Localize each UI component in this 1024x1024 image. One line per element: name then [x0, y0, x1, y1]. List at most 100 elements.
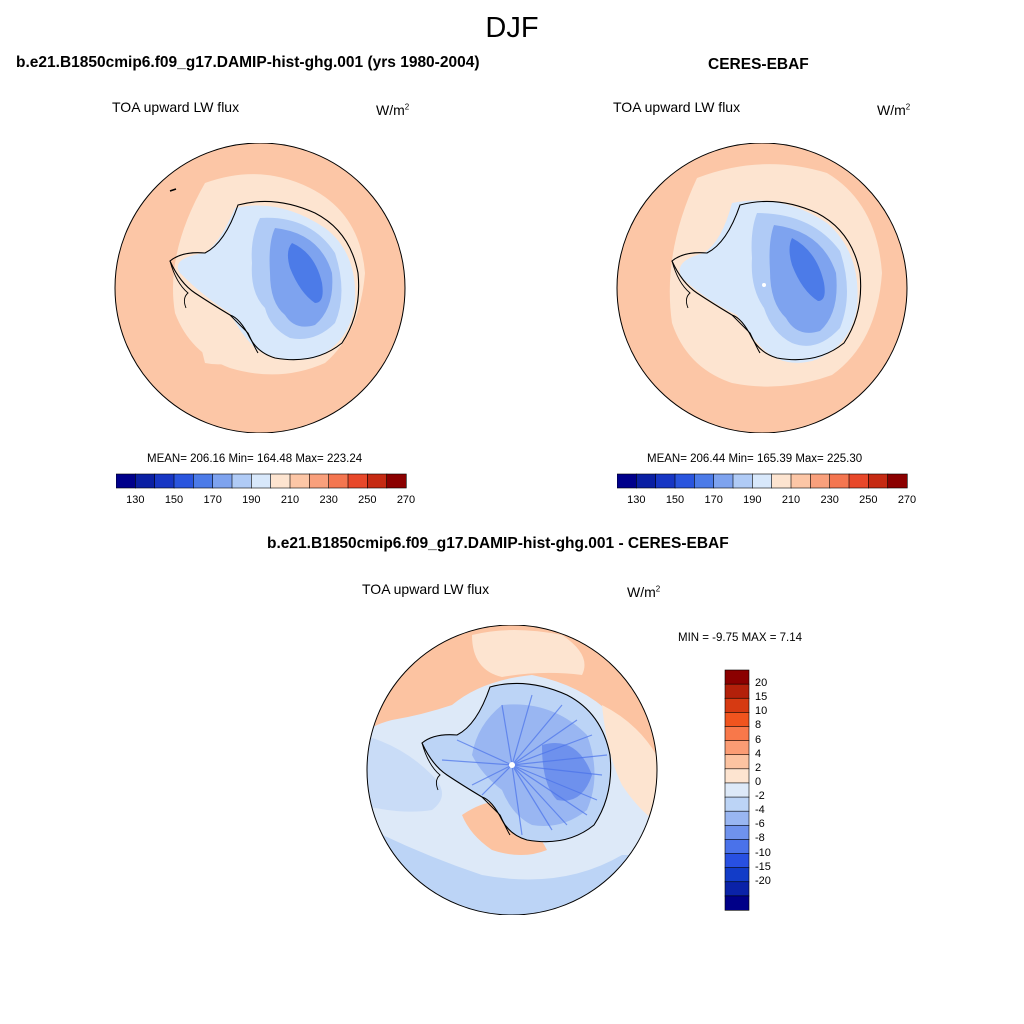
colorbar-swatch [154, 473, 175, 489]
colorbar-obs [617, 473, 908, 489]
colorbar-swatch [617, 473, 637, 489]
colorbar-swatch [328, 473, 349, 489]
colorbar-swatch [173, 473, 194, 489]
colorbar-swatch [116, 473, 136, 489]
colorbar-tick-label: -20 [755, 874, 771, 887]
colorbar-swatch [231, 473, 252, 489]
colorbar-swatch [694, 473, 715, 489]
colorbar-swatch [724, 895, 750, 911]
colorbar-ticks-model: 130 150 170 190 210 230 250 270 [100, 494, 430, 508]
variable-label-model: TOA upward LW flux [112, 99, 240, 115]
colorbar-tick-label: 190 [743, 494, 762, 506]
colorbar-ticks-obs: 130 150 170 190 210 230 250 270 [601, 494, 931, 508]
colorbar-swatch [724, 796, 750, 812]
colorbar-swatch [212, 473, 233, 489]
colorbar-swatch [367, 473, 388, 489]
colorbar-swatch [674, 473, 695, 489]
colorbar-ticks-diff: 20 15 10 8 6 4 2 0 -2 -4 -6 -8 -10 -15 -20 [755, 669, 795, 911]
colorbar-swatch [724, 839, 750, 855]
colorbar-swatch [347, 473, 368, 489]
colorbar-tick-label: -2 [755, 790, 765, 803]
colorbar-swatch [309, 473, 330, 489]
panel-title-obs: CERES-EBAF [708, 56, 809, 73]
figure-title: DJF [485, 12, 539, 44]
colorbar-tick-label: -8 [755, 832, 765, 845]
colorbar-swatch [724, 810, 750, 826]
colorbar-swatch [868, 473, 889, 489]
colorbar-swatch [724, 867, 750, 883]
colorbar-tick-label: 2 [755, 761, 762, 774]
colorbar-swatch [135, 473, 156, 489]
variable-label-diff: TOA upward LW flux [362, 581, 490, 597]
colorbar-tick-label: 130 [126, 494, 145, 506]
colorbar-swatch [752, 473, 773, 489]
colorbar-tick-label: 20 [755, 677, 768, 690]
colorbar-swatch [724, 697, 750, 713]
stats-obs: MEAN= 206.44 Min= 165.39 Max= 225.30 [647, 453, 863, 465]
stats-model: MEAN= 206.16 Min= 164.48 Max= 223.24 [147, 453, 363, 465]
colorbar-tick-label: 250 [358, 494, 377, 506]
colorbar-tick-label: 150 [164, 494, 184, 506]
panel-title-diff: b.e21.B1850cmip6.f09_g17.DAMIP-hist-ghg.… [267, 535, 729, 552]
colorbar-model [116, 473, 407, 489]
colorbar-swatch [724, 782, 750, 798]
colorbar-swatch [724, 881, 750, 897]
colorbar-swatch [713, 473, 734, 489]
stats-diff: MIN = -9.75 MAX = 7.14 [678, 632, 803, 644]
colorbar-tick-label: 130 [627, 494, 646, 506]
colorbar-tick-label: 230 [319, 494, 338, 506]
colorbar-swatch [724, 683, 750, 699]
colorbar-tick-label: 250 [859, 494, 878, 506]
colorbar-tick-label: 190 [242, 494, 261, 506]
colorbar-diff [724, 669, 750, 911]
colorbar-swatch [724, 726, 750, 742]
colorbar-swatch [724, 740, 750, 756]
variable-label-obs: TOA upward LW flux [613, 99, 741, 115]
colorbar-tick-label: 210 [280, 494, 300, 506]
colorbar-tick-label: 170 [203, 494, 222, 506]
colorbar-swatch [193, 473, 214, 489]
colorbar-tick-label: 15 [755, 691, 768, 704]
colorbar-swatch [386, 473, 407, 489]
colorbar-tick-label: -4 [755, 804, 765, 817]
colorbar-swatch [887, 473, 908, 489]
colorbar-swatch [848, 473, 869, 489]
colorbar-swatch [732, 473, 753, 489]
colorbar-tick-label: 210 [781, 494, 801, 506]
colorbar-tick-label: -10 [755, 846, 771, 859]
colorbar-swatch [724, 754, 750, 770]
units-label-diff: W/m2 [627, 584, 661, 600]
colorbar-swatch [251, 473, 272, 489]
map-model [114, 143, 406, 433]
colorbar-tick-label: 8 [755, 719, 762, 732]
colorbar-tick-label: 6 [755, 733, 762, 746]
colorbar-swatch [724, 768, 750, 784]
colorbar-swatch [724, 712, 750, 728]
colorbar-swatch [270, 473, 291, 489]
colorbar-swatch [724, 853, 750, 869]
colorbar-swatch [655, 473, 676, 489]
colorbar-tick-label: 170 [704, 494, 723, 506]
colorbar-tick-label: 270 [396, 494, 416, 506]
units-label-obs: W/m2 [877, 102, 911, 118]
colorbar-swatch [810, 473, 831, 489]
colorbar-swatch [636, 473, 657, 489]
colorbar-swatch [724, 824, 750, 841]
colorbar-tick-label: 4 [755, 747, 762, 760]
units-label-model: W/m2 [376, 102, 410, 118]
map-obs [616, 143, 908, 433]
colorbar-swatch [724, 669, 750, 685]
colorbar-tick-label: -15 [755, 860, 771, 873]
map-diff [366, 625, 658, 915]
colorbar-tick-label: 270 [897, 494, 917, 506]
colorbar-swatch [771, 473, 792, 489]
colorbar-tick-label: 230 [820, 494, 839, 506]
colorbar-tick-label: 0 [755, 775, 762, 788]
colorbar-swatch [790, 473, 811, 489]
colorbar-swatch [829, 473, 850, 489]
colorbar-swatch [289, 473, 310, 489]
colorbar-tick-label: 10 [755, 705, 768, 718]
colorbar-tick-label: -6 [755, 818, 765, 831]
colorbar-tick-label: 150 [665, 494, 685, 506]
panel-title-model: b.e21.B1850cmip6.f09_g17.DAMIP-hist-ghg.… [16, 54, 480, 71]
